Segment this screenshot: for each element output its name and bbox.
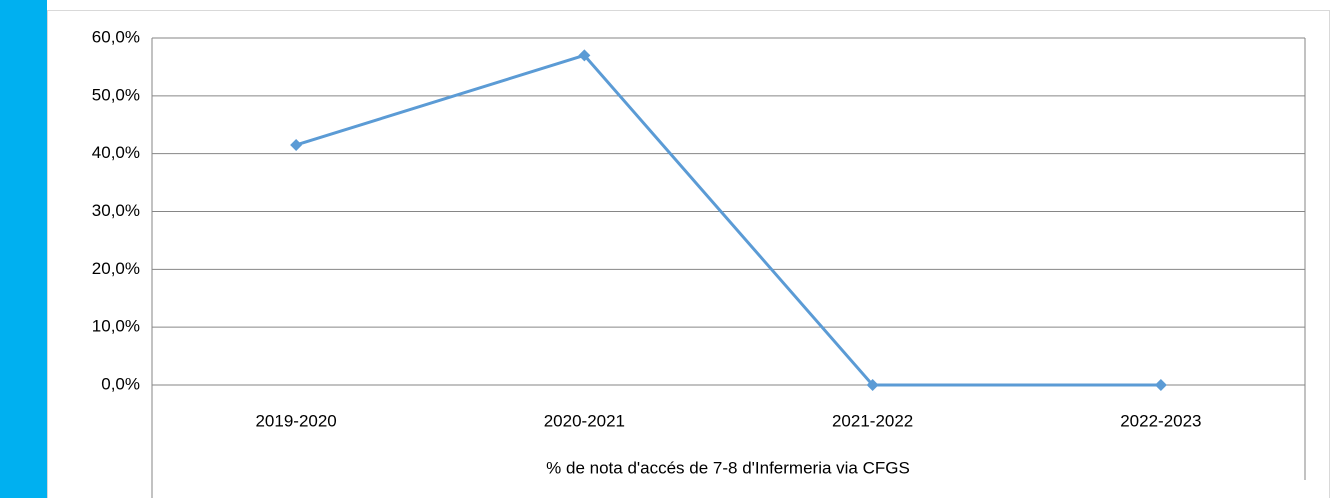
y-tick-label: 0,0% — [101, 374, 140, 393]
y-tick-label: 60,0% — [92, 27, 140, 46]
y-tick-label: 40,0% — [92, 143, 140, 162]
y-tick-label: 50,0% — [92, 85, 140, 104]
y-tick-label: 30,0% — [92, 201, 140, 220]
data-point — [1154, 379, 1167, 391]
y-tick-label: 20,0% — [92, 259, 140, 278]
x-tick-label: 2022-2023 — [1120, 411, 1201, 430]
y-tick-label: 10,0% — [92, 317, 140, 336]
data-point — [290, 138, 303, 151]
data-point — [578, 49, 591, 62]
x-axis-label: % de nota d'accés de 7-8 d'Infermeria vi… — [546, 458, 910, 477]
data-point — [866, 379, 879, 391]
x-tick-label: 2020-2021 — [544, 411, 625, 430]
x-tick-label: 2021-2022 — [832, 411, 913, 430]
side-strip — [0, 0, 47, 498]
x-tick-label: 2019-2020 — [255, 411, 336, 430]
line-series — [295, 53, 1161, 387]
chart-frame — [47, 10, 1330, 498]
